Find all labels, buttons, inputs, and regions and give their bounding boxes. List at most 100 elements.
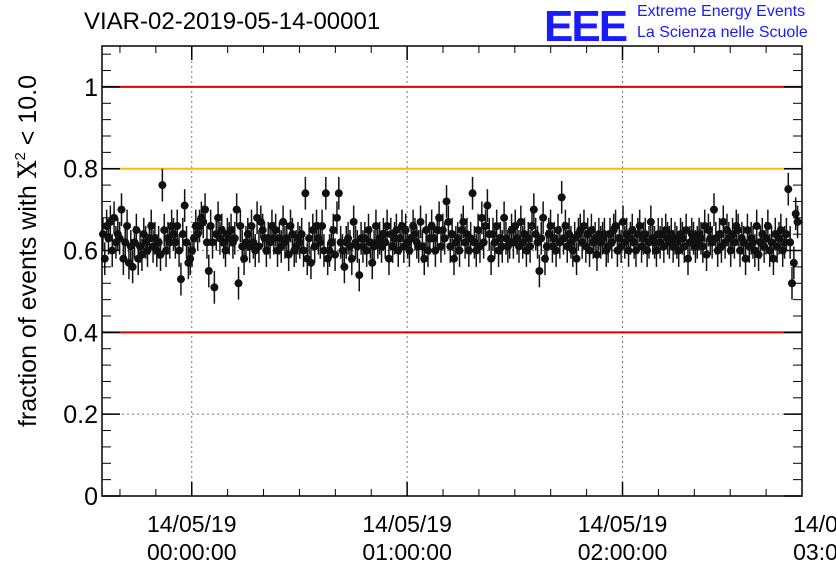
data-point bbox=[305, 234, 314, 243]
data-point bbox=[405, 246, 414, 255]
data-point bbox=[765, 246, 774, 255]
data-point bbox=[552, 246, 561, 255]
data-point bbox=[449, 254, 458, 263]
data-point bbox=[323, 254, 332, 263]
data-point bbox=[483, 201, 492, 210]
data-point bbox=[763, 222, 772, 230]
data-point bbox=[208, 238, 217, 247]
data-point bbox=[526, 242, 535, 251]
x-tick-time-label: 01:00:00 bbox=[362, 539, 452, 565]
data-point bbox=[271, 226, 280, 235]
data-point bbox=[786, 238, 795, 247]
data-point bbox=[492, 222, 501, 230]
data-point bbox=[784, 185, 793, 194]
data-point bbox=[371, 222, 380, 230]
y-tick-label: 0.2 bbox=[63, 401, 98, 429]
data-point bbox=[561, 222, 570, 230]
data-point bbox=[438, 226, 447, 235]
data-point bbox=[318, 222, 327, 230]
data-point bbox=[529, 205, 538, 214]
x-tick-date-label: 14/05/19 bbox=[578, 511, 668, 537]
data-point bbox=[539, 213, 548, 222]
data-point bbox=[646, 217, 655, 226]
data-point bbox=[340, 262, 349, 271]
data-point bbox=[396, 234, 405, 243]
data-point bbox=[435, 213, 444, 222]
data-point bbox=[234, 279, 243, 288]
data-point bbox=[186, 254, 195, 263]
data-point bbox=[557, 193, 566, 202]
data-point bbox=[754, 250, 763, 259]
data-point bbox=[535, 267, 544, 275]
data-point bbox=[704, 226, 713, 235]
data-point bbox=[572, 254, 581, 263]
data-point bbox=[537, 234, 546, 243]
data-point bbox=[132, 226, 141, 235]
data-point bbox=[516, 217, 525, 226]
data-point bbox=[448, 230, 457, 239]
data-point bbox=[178, 230, 187, 239]
data-point bbox=[202, 238, 211, 247]
data-point bbox=[643, 246, 652, 255]
data-point bbox=[524, 234, 533, 243]
data-point bbox=[641, 230, 650, 239]
data-point bbox=[464, 246, 473, 255]
data-point bbox=[696, 234, 705, 243]
data-point bbox=[488, 230, 497, 239]
data-point bbox=[719, 217, 728, 226]
data-point bbox=[247, 222, 256, 230]
data-point bbox=[230, 234, 239, 243]
y-axis-label: fraction of events with X2 < 10.0 bbox=[12, 75, 42, 427]
data-point bbox=[442, 197, 451, 206]
data-point bbox=[169, 230, 178, 239]
data-point bbox=[254, 242, 263, 251]
data-point bbox=[331, 250, 340, 259]
data-point bbox=[171, 238, 180, 247]
data-point bbox=[474, 226, 483, 235]
data-point bbox=[364, 226, 373, 235]
data-point bbox=[422, 226, 431, 235]
data-point bbox=[752, 222, 761, 230]
y-tick-label: 0 bbox=[84, 483, 98, 511]
data-point bbox=[409, 222, 418, 230]
data-point bbox=[262, 246, 271, 255]
x-tick-time-label: 03:00:00 bbox=[793, 539, 836, 565]
plot-frame bbox=[101, 45, 803, 497]
y-axis-label-prefix: fraction of events with bbox=[14, 178, 42, 427]
data-point bbox=[410, 230, 419, 239]
data-point bbox=[182, 238, 191, 247]
data-point bbox=[587, 226, 596, 235]
reference-lines bbox=[102, 85, 802, 334]
data-point bbox=[793, 217, 802, 226]
data-point bbox=[702, 250, 711, 259]
data-point bbox=[319, 246, 328, 255]
x-tick-date-label: 14/05/19 bbox=[793, 511, 836, 537]
tick-labels: 00.20.40.60.8114/05/1900:00:0014/05/1901… bbox=[63, 74, 836, 565]
data-point bbox=[420, 254, 429, 263]
eee-logo: EEE bbox=[544, 2, 628, 51]
x-tick-time-label: 02:00:00 bbox=[578, 539, 668, 565]
data-point bbox=[624, 246, 633, 255]
data-point bbox=[630, 238, 639, 247]
data-point bbox=[743, 226, 752, 235]
data-point bbox=[193, 230, 202, 239]
data-point bbox=[240, 254, 249, 263]
data-point bbox=[123, 222, 132, 230]
data-points bbox=[98, 168, 802, 304]
data-point bbox=[611, 222, 620, 230]
data-point bbox=[176, 275, 185, 284]
data-point bbox=[683, 254, 692, 263]
data-point bbox=[301, 189, 310, 198]
x-tick-date-label: 14/05/19 bbox=[362, 511, 452, 537]
data-point bbox=[787, 279, 796, 288]
data-point bbox=[618, 217, 627, 226]
data-point bbox=[227, 226, 236, 235]
data-point bbox=[156, 250, 165, 259]
axis-ticks bbox=[102, 46, 803, 497]
chart-title: VIAR-02-2019-05-14-00001 bbox=[84, 8, 381, 35]
data-point bbox=[344, 234, 353, 243]
data-point bbox=[310, 242, 319, 251]
data-point bbox=[258, 226, 267, 235]
data-point bbox=[316, 238, 325, 247]
